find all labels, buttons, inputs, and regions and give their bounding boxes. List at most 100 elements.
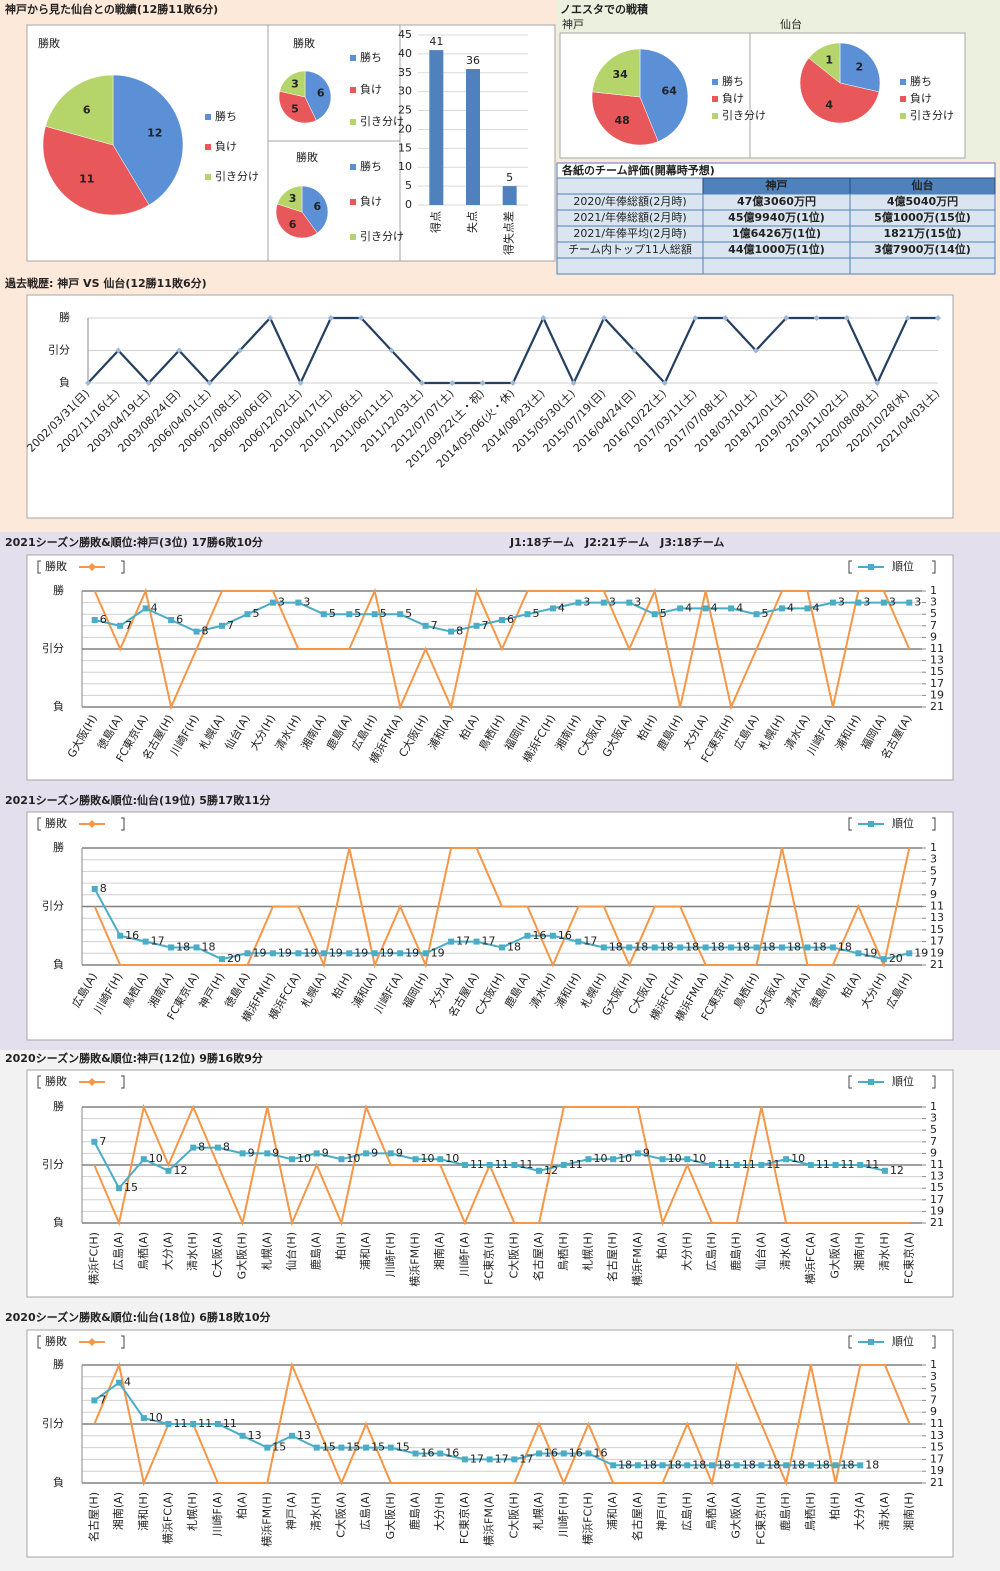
- marker: [91, 885, 98, 892]
- marker: [142, 605, 149, 612]
- marker: [193, 944, 200, 951]
- data-label: 19: [914, 946, 928, 959]
- marker: [601, 315, 608, 321]
- data-label: 36: [466, 54, 480, 67]
- x-tick-label: FC東京(H): [482, 1232, 496, 1285]
- data-label: 17: [519, 1452, 533, 1465]
- x-tick-label: 神戸(H): [655, 1492, 669, 1531]
- y-tick-label: 20: [398, 122, 412, 135]
- data-label: 11: [495, 1158, 509, 1171]
- y2-tick-label: 19: [930, 946, 944, 959]
- legend-swatch: [350, 199, 356, 205]
- legend-label: 引き分け: [360, 229, 404, 243]
- x-tick-label: 清水(A): [878, 1492, 891, 1530]
- x-tick-label: 札幌(A): [259, 1232, 273, 1270]
- legend-label: 引き分け: [360, 114, 404, 128]
- data-label: 19: [303, 946, 317, 959]
- table-cell: [849, 257, 996, 275]
- data-label: 18: [865, 1458, 879, 1471]
- y2-tick-label: 9: [930, 630, 937, 643]
- marker: [855, 950, 862, 957]
- legend-swatch: [350, 55, 356, 61]
- marker: [117, 932, 124, 939]
- data-label: 64: [662, 84, 678, 97]
- y-tick-label: 25: [398, 104, 412, 117]
- data-line: [93, 847, 911, 969]
- data-label: 6: [317, 86, 325, 99]
- x-tick-label: 鹿島(A): [408, 1492, 422, 1530]
- y2-tick-label: 17: [930, 1193, 944, 1206]
- table-cell-text: 45億9940万(1位): [728, 210, 825, 224]
- x-tick-label: 湘南(H): [902, 1492, 916, 1531]
- marker: [783, 1156, 790, 1163]
- y2-tick-label: 21: [930, 700, 944, 713]
- y2-tick-label: 1: [930, 841, 937, 854]
- data-label: 7: [482, 619, 489, 632]
- data-label: 16: [421, 1447, 435, 1460]
- table-cell-text: 5億1000万(15位): [874, 210, 971, 224]
- data-label: 19: [329, 946, 343, 959]
- table-cell-text: 47億3060万円: [737, 194, 816, 208]
- marker: [524, 932, 531, 939]
- x-tick-label: 仙台(H): [284, 1232, 298, 1271]
- legend-bracket: [121, 817, 125, 831]
- x-tick-label: 浦和(A): [606, 1492, 619, 1530]
- data-label: 19: [278, 946, 292, 959]
- marker: [449, 380, 456, 386]
- legend-swatch: [712, 79, 718, 85]
- marker: [880, 599, 887, 606]
- pie-slice: [45, 74, 114, 146]
- data-label: 15: [396, 1441, 410, 1454]
- legend-label: 勝ち: [360, 50, 382, 64]
- marker: [437, 1156, 444, 1163]
- x-tick-label: 鹿島(A): [309, 1232, 323, 1270]
- legend-marker: [868, 564, 874, 570]
- y2-tick-label: 1: [930, 1100, 937, 1113]
- y2-tick-label: 17: [930, 935, 944, 948]
- marker: [295, 599, 302, 606]
- y-tick-label: 5: [405, 179, 412, 192]
- y-tick-label: 勝: [53, 840, 64, 854]
- data-label: 17: [470, 1452, 484, 1465]
- data-label: 19: [380, 946, 394, 959]
- data-label: 7: [431, 619, 438, 632]
- x-tick-label: 得点: [429, 211, 442, 233]
- pie-slice: [276, 185, 303, 213]
- data-label: 9: [371, 1146, 378, 1159]
- data-line: [93, 1103, 910, 1227]
- marker: [758, 1162, 765, 1168]
- legend-marker: [88, 1078, 96, 1086]
- chart-title: 勝敗: [38, 36, 60, 50]
- y2-tick-label: 9: [930, 888, 937, 901]
- data-label: 11: [569, 1158, 583, 1171]
- x-tick-label: 横浜FM(H): [408, 1232, 422, 1287]
- table-cell-text: 2020/年俸総額(2月時): [573, 194, 686, 208]
- marker: [728, 605, 735, 612]
- x-tick-label: 札幌(H): [580, 1232, 594, 1271]
- marker: [549, 605, 556, 612]
- data-label: 3: [609, 596, 616, 609]
- pie-slice: [301, 185, 329, 234]
- data-label: 15: [272, 1441, 286, 1454]
- x-tick-label: 清水(A): [779, 1232, 792, 1270]
- marker: [289, 1156, 295, 1163]
- data-label: 10: [149, 1152, 163, 1165]
- legend-label: 負け: [360, 83, 382, 96]
- data-label: 15: [346, 1441, 360, 1454]
- table-cell-text: 2021/年俸総額(2月時): [573, 210, 686, 224]
- x-tick-label: FC東京(A): [902, 1232, 916, 1284]
- y2-tick-label: 1: [930, 584, 937, 597]
- y-tick-label: 引分: [42, 1416, 64, 1430]
- y2-tick-label: 7: [930, 619, 937, 632]
- marker: [807, 1162, 814, 1168]
- pie-slice: [304, 70, 332, 121]
- data-label: 10: [668, 1152, 682, 1165]
- legend-label: 順位: [892, 816, 914, 830]
- marker: [91, 1138, 98, 1145]
- x-tick-label: 得失点差: [502, 211, 516, 255]
- data-label: 17: [495, 1452, 509, 1465]
- marker: [904, 315, 911, 321]
- y-tick-label: 勝: [53, 1099, 64, 1113]
- marker: [338, 1444, 345, 1451]
- marker: [733, 1162, 740, 1168]
